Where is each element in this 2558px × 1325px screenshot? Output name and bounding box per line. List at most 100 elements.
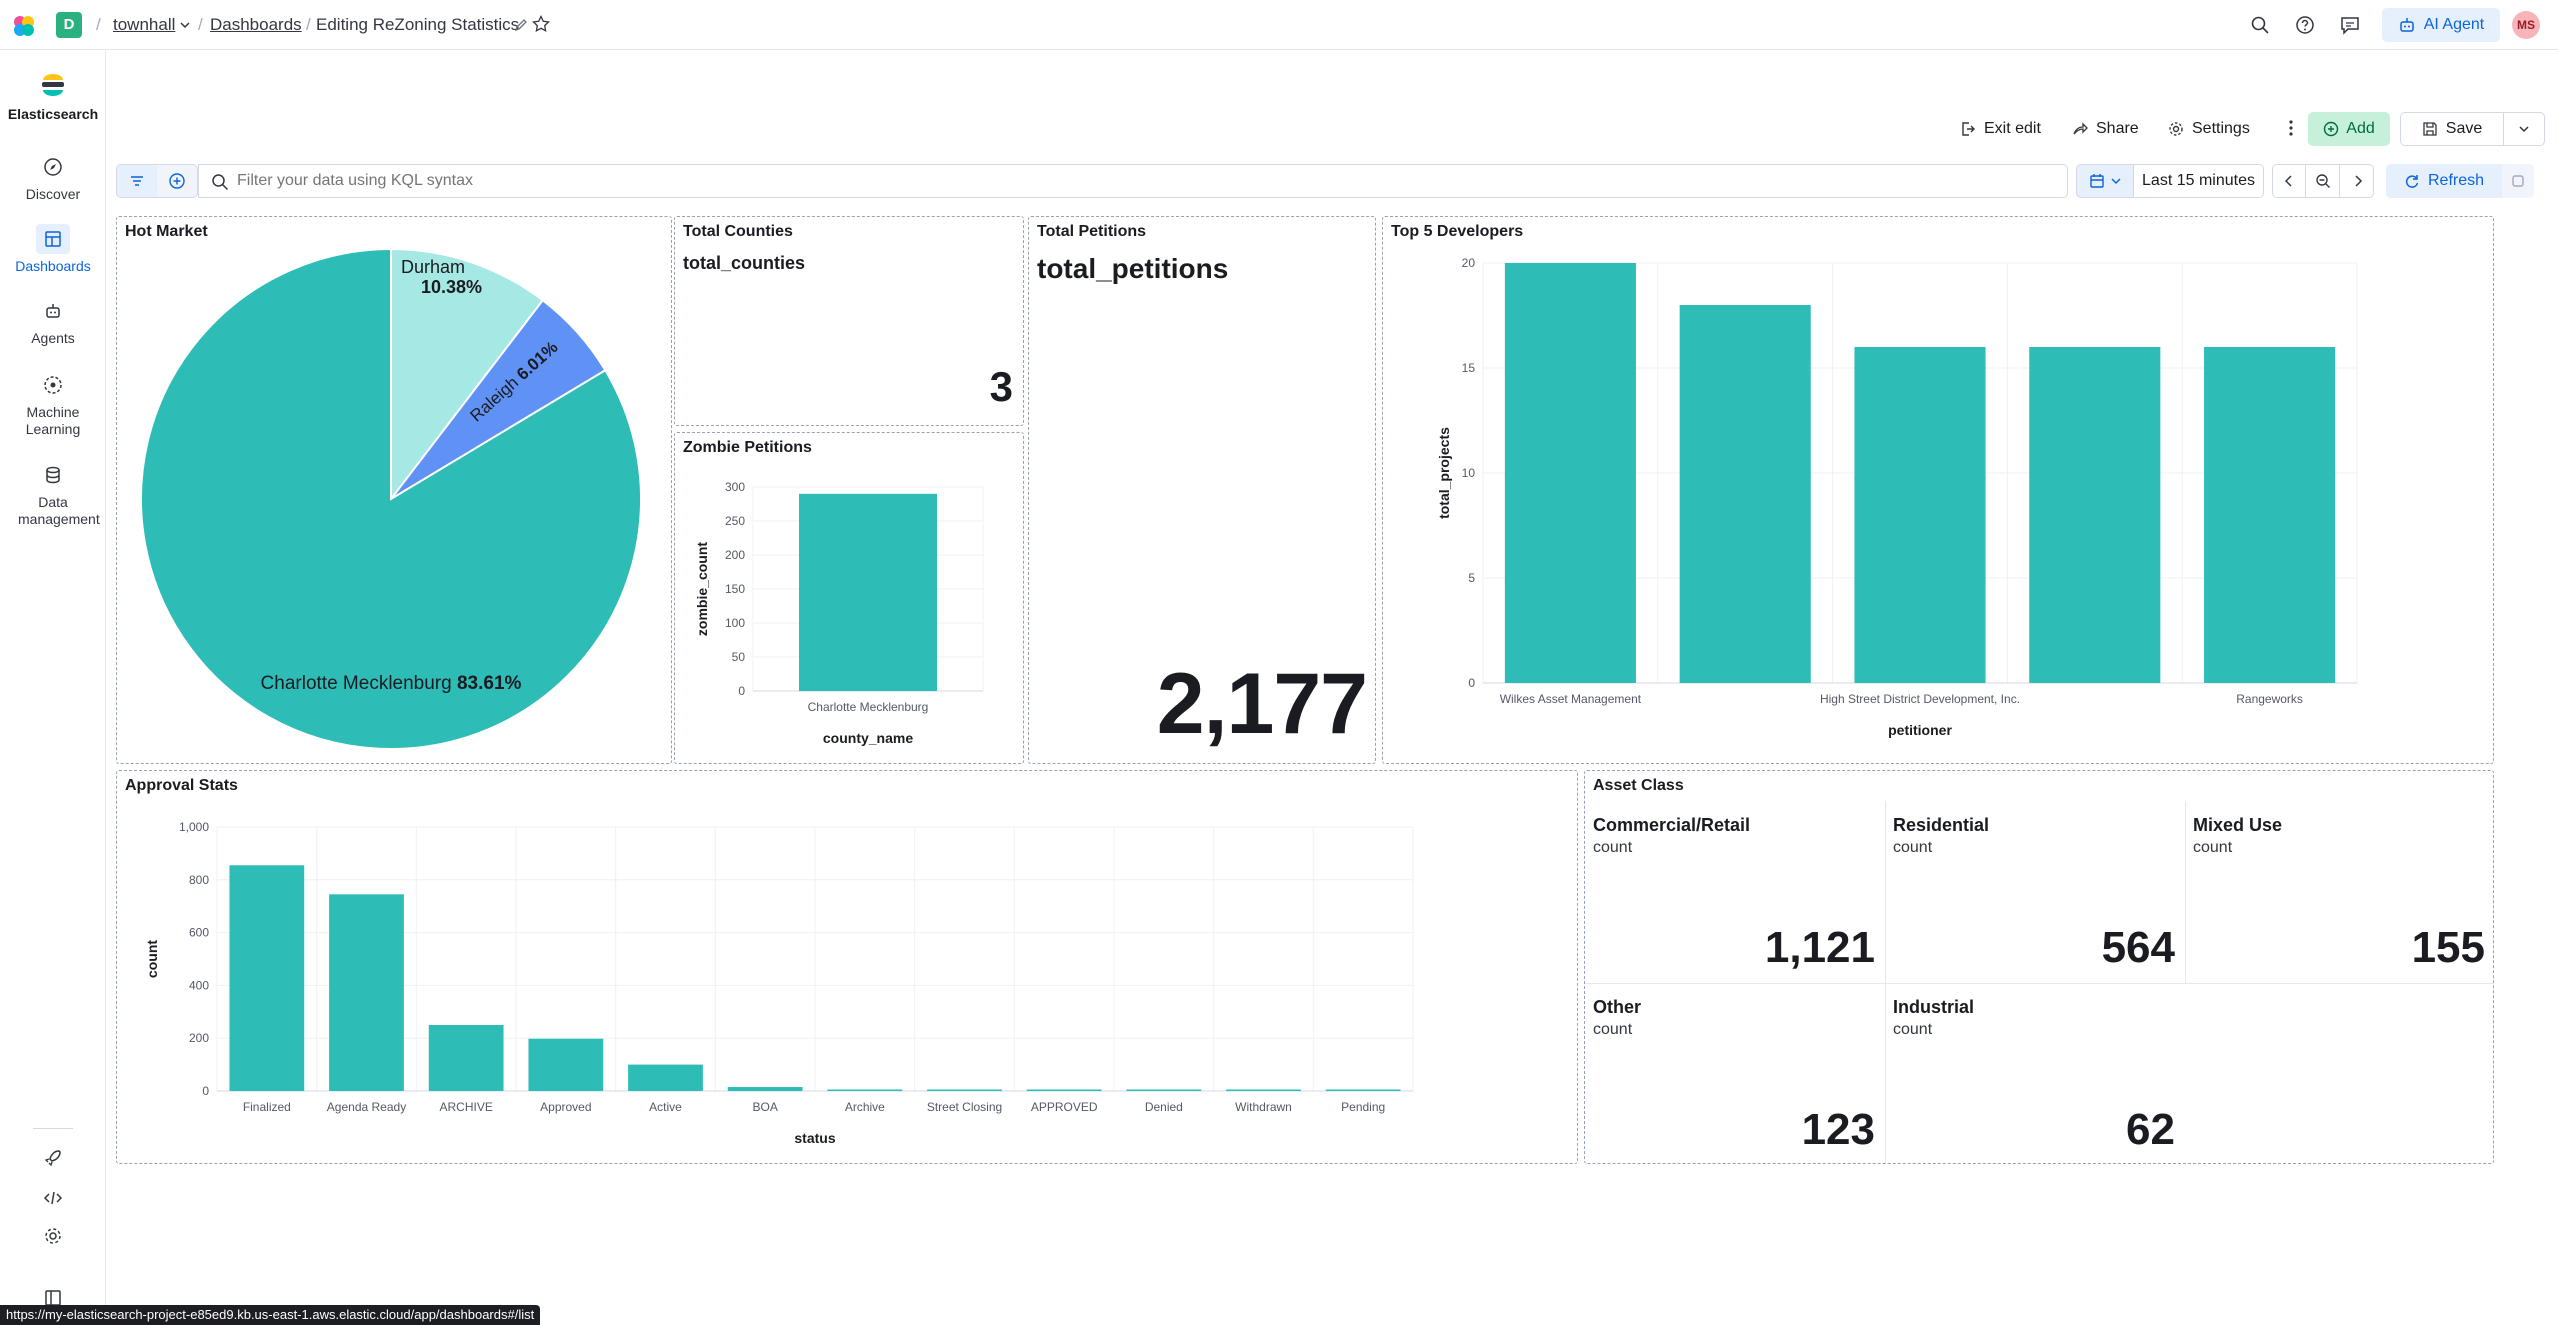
asset-cell-sub: count: [1593, 839, 1633, 856]
bar[interactable]: [2029, 347, 2161, 683]
sidebar-item-machine-learning[interactable]: Machine Learning: [0, 370, 106, 438]
bar[interactable]: [1026, 1089, 1102, 1092]
asset-cell-sub: count: [2193, 839, 2233, 856]
sidebar-item-agents[interactable]: Agents: [0, 296, 106, 346]
auto-refresh-button[interactable]: [2502, 164, 2534, 198]
add-panel-button[interactable]: Add: [2308, 112, 2390, 146]
zoom-out-button[interactable]: [2307, 165, 2340, 197]
hot-market-panel[interactable]: Hot Market Charlotte Mecklenburg 83.61% D…: [116, 216, 672, 764]
pie-slice[interactable]: [140, 247, 642, 750]
approval-stats-panel[interactable]: Approval Stats 0 200 400 600 800 1,000 Finaliz…: [116, 770, 1578, 1164]
refresh-button[interactable]: Refresh: [2386, 164, 2502, 198]
total-counties-panel[interactable]: Total Counties total_counties 3: [674, 216, 1024, 426]
asset-cell-title: Mixed Use: [2193, 815, 2283, 835]
ai-agent-button[interactable]: AI Agent: [2382, 8, 2500, 42]
bar[interactable]: [1854, 347, 1986, 683]
breadcrumb-dashboards[interactable]: Dashboards: [210, 0, 302, 50]
time-range-display[interactable]: Last 15 minutes: [2134, 164, 2264, 198]
pencil-icon[interactable]: [514, 18, 528, 32]
bar[interactable]: [1679, 305, 1811, 683]
breadcrumb-project-label[interactable]: townhall: [113, 15, 176, 34]
star-icon[interactable]: [532, 15, 550, 33]
add-filter-button[interactable]: [157, 165, 197, 197]
rocket-icon[interactable]: [43, 1148, 63, 1168]
gear-icon: [2169, 122, 2183, 136]
asset-cell-value: 564: [2101, 923, 2175, 972]
zombie-petitions-panel[interactable]: Zombie Petitions 0 50 100 150 200 250 300 Charl…: [674, 432, 1024, 764]
user-avatar[interactable]: MS: [2512, 11, 2540, 39]
asset-cell-sub: count: [1893, 1021, 1933, 1038]
pie-slice[interactable]: [390, 247, 545, 502]
total-petitions-panel[interactable]: Total Petitions total_petitions 2,177: [1028, 216, 1376, 764]
asset-class-panel[interactable]: Asset Class Commercial/Retail count 1,12…: [1584, 770, 2494, 1164]
panel-title: Zombie Petitions: [683, 439, 812, 456]
time-forward-button[interactable]: [2341, 165, 2374, 197]
bar[interactable]: [1325, 1089, 1401, 1092]
date-quick-menu-button[interactable]: [2076, 164, 2134, 198]
breadcrumb-project[interactable]: townhall: [113, 0, 175, 50]
code-icon[interactable]: [43, 1188, 63, 1208]
bar[interactable]: [428, 1025, 504, 1091]
kql-search-input[interactable]: [237, 167, 2037, 195]
kql-search-bar[interactable]: [198, 164, 2068, 198]
chevron-down-icon[interactable]: [180, 20, 190, 30]
y-tick-label: 0: [1468, 676, 1475, 690]
bar[interactable]: [1226, 1089, 1301, 1092]
breadcrumb-dashboards-label[interactable]: Dashboards: [210, 15, 302, 34]
pie-slice-label: Charlotte Mecklenburg 83.61%: [261, 673, 522, 694]
sidebar-item-label: Data management: [18, 494, 100, 527]
filter-controls: [116, 164, 198, 198]
sidebar-brand[interactable]: Elasticsearch: [7, 106, 99, 122]
bar[interactable]: [628, 1064, 703, 1091]
elastic-logo-icon[interactable]: [12, 14, 36, 38]
dashboard-icon: [36, 224, 70, 254]
asset-cell-value: 62: [2126, 1105, 2175, 1154]
sidebar-item-data-management[interactable]: Data management: [0, 460, 106, 528]
settings-button[interactable]: Settings: [2160, 113, 2258, 145]
save-options-button[interactable]: [2503, 112, 2545, 146]
panel-title: Total Petitions: [1037, 223, 1147, 240]
robot-icon: [36, 296, 70, 326]
bar[interactable]: [2204, 347, 2336, 683]
asset-cell-residential: Residential count 564: [1885, 801, 2185, 983]
x-tick-label: Wilkes Asset Management: [1500, 692, 1642, 706]
refresh-label: Refresh: [2427, 172, 2485, 189]
more-options-icon[interactable]: [2284, 116, 2298, 140]
bar[interactable]: [727, 1087, 803, 1091]
time-back-button[interactable]: [2273, 165, 2306, 197]
sidebar-item-dashboards[interactable]: Dashboards: [0, 224, 106, 274]
help-icon[interactable]: [2295, 15, 2315, 35]
calendar-icon: [2090, 174, 2104, 188]
feedback-icon[interactable]: [2340, 15, 2360, 35]
bar[interactable]: [1504, 263, 1636, 683]
x-tick-label: BOA: [752, 1100, 777, 1114]
bar[interactable]: [927, 1089, 1002, 1092]
exit-edit-button[interactable]: Exit edit: [1952, 113, 2049, 145]
share-button[interactable]: Share: [2064, 113, 2147, 145]
asset-cell-other: Other count 123: [1585, 983, 1885, 1163]
space-avatar[interactable]: D: [56, 12, 82, 38]
search-icon[interactable]: [2250, 15, 2270, 35]
gear-icon[interactable]: [43, 1226, 63, 1246]
sidebar-item-discover[interactable]: Discover: [0, 152, 106, 202]
bar[interactable]: [229, 865, 305, 1091]
bar[interactable]: [528, 1038, 604, 1091]
x-tick-label: Archive: [845, 1100, 885, 1114]
filter-menu-button[interactable]: [117, 165, 157, 197]
compass-icon: [36, 152, 70, 182]
bar[interactable]: [799, 493, 937, 691]
y-axis-title: total_projects: [1436, 427, 1452, 519]
exit-icon: [1962, 122, 1975, 136]
chevron-left-icon: [2284, 175, 2292, 187]
save-button[interactable]: Save: [2400, 112, 2504, 146]
plus-circle-icon: [2324, 121, 2339, 137]
bar[interactable]: [827, 1089, 903, 1092]
y-tick-label: 50: [732, 650, 746, 664]
ai-agent-label: AI Agent: [2423, 16, 2485, 33]
bar[interactable]: [1126, 1089, 1202, 1092]
bar[interactable]: [329, 894, 404, 1091]
x-tick-label: Pending: [1341, 1100, 1385, 1114]
top-developers-panel[interactable]: Top 5 Developers 0 5 10 15 20 Wilkes Asset Ma…: [1382, 216, 2494, 764]
zombie-petitions-bar-chart: 0 50 100 150 200 250 300 Charlotte Mecklenburg c…: [694, 480, 984, 746]
x-tick-label: ARCHIVE: [439, 1100, 492, 1114]
